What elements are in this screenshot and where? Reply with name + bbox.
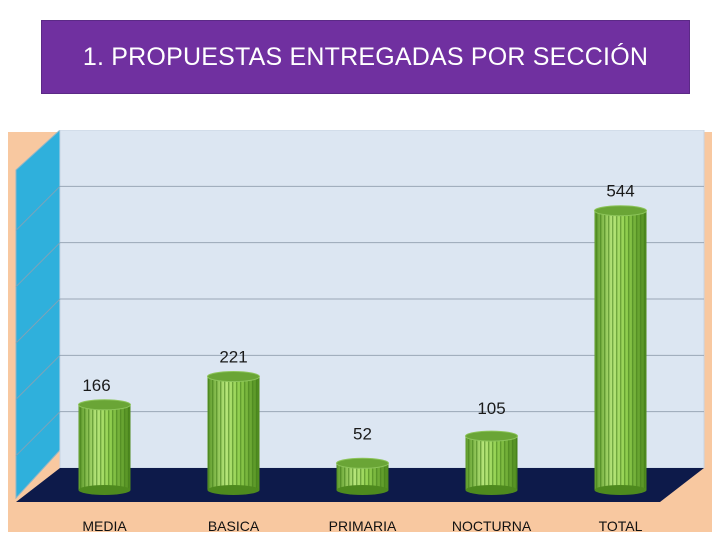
data-label: 544 bbox=[606, 182, 634, 201]
bar-nocturna bbox=[465, 430, 518, 495]
bar-cap bbox=[465, 430, 518, 442]
title-banner: 1. PROPUESTAS ENTREGADAS POR SECCIÓN bbox=[41, 20, 690, 94]
bar-basica bbox=[207, 371, 260, 495]
bar-media bbox=[78, 399, 131, 495]
bar-stripes bbox=[465, 436, 518, 490]
side-wall bbox=[15, 128, 61, 500]
data-label: 166 bbox=[82, 376, 110, 395]
data-label: 105 bbox=[477, 399, 505, 418]
gridline-side bbox=[15, 298, 61, 344]
x-tick-label: TOTAL bbox=[599, 518, 643, 534]
data-label: 52 bbox=[353, 424, 372, 443]
bar-stripes bbox=[78, 404, 131, 490]
bar-stripes bbox=[594, 210, 647, 490]
bar-stripes bbox=[207, 376, 260, 490]
data-label: 221 bbox=[219, 348, 247, 367]
x-tick-label: BASICA bbox=[208, 518, 260, 534]
bar-base bbox=[207, 485, 260, 495]
x-tick-label: MEDIA bbox=[82, 518, 127, 534]
gridline-side bbox=[15, 354, 61, 400]
x-tick-label: NOCTURNA bbox=[452, 518, 532, 534]
chart-title: 1. PROPUESTAS ENTREGADAS POR SECCIÓN bbox=[82, 42, 649, 71]
gridline-side bbox=[15, 411, 61, 457]
bar-cap bbox=[336, 457, 389, 469]
bar-primaria bbox=[336, 457, 389, 495]
gridline-side bbox=[15, 185, 61, 231]
bar-cap bbox=[594, 205, 647, 217]
bar-cap bbox=[207, 371, 260, 383]
gridline-side bbox=[15, 242, 61, 288]
bar-base bbox=[594, 485, 647, 495]
x-tick-label: PRIMARIA bbox=[329, 518, 397, 534]
chart-area: 166 221 52 105 544 MEDIA BASICA PRIMARIA NOCTUR… bbox=[0, 128, 720, 540]
bar-base bbox=[78, 485, 131, 495]
bar-base bbox=[336, 485, 389, 495]
bar-chart: 166 221 52 105 544 MEDIA BASICA PRIMARIA NOCTUR… bbox=[8, 128, 712, 534]
bar-cap bbox=[78, 399, 131, 411]
bar-total bbox=[594, 205, 647, 495]
bar-base bbox=[465, 485, 518, 495]
